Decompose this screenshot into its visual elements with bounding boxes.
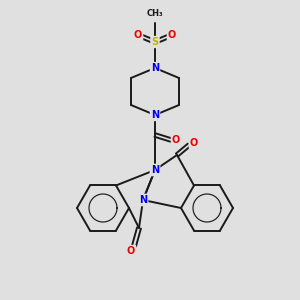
Text: N: N [151, 165, 159, 175]
Text: O: O [168, 30, 176, 40]
Text: O: O [172, 135, 180, 145]
Text: N: N [139, 195, 147, 205]
Text: S: S [152, 37, 159, 47]
Text: N: N [151, 165, 159, 175]
Text: O: O [190, 138, 198, 148]
Text: N: N [151, 110, 159, 120]
Text: O: O [134, 30, 142, 40]
Text: CH₃: CH₃ [147, 10, 163, 19]
Text: N: N [151, 63, 159, 73]
Text: N: N [139, 195, 147, 205]
Text: O: O [127, 246, 135, 256]
